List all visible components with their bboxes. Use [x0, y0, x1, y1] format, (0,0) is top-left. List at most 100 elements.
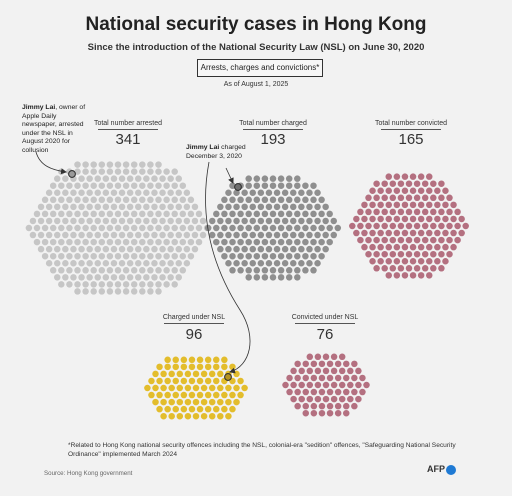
dot-charged_nsl — [192, 398, 200, 406]
dot-arrested — [151, 203, 158, 211]
dot-convicted — [381, 250, 388, 258]
dot-charged — [237, 224, 244, 232]
dot-charged_nsl — [204, 356, 212, 364]
dot-charged_nsl — [229, 363, 236, 371]
dot-arrested — [118, 217, 126, 225]
dot-convicted_nsl — [294, 402, 301, 410]
dot-charged — [294, 175, 301, 182]
dot-charged — [249, 189, 256, 197]
dot-convicted — [434, 201, 441, 209]
dot-convicted — [421, 250, 429, 258]
dot-convicted_nsl — [302, 360, 309, 368]
dot-charged_nsl — [213, 356, 220, 364]
dot-arrested — [139, 182, 146, 189]
dot-arrested — [78, 189, 85, 197]
dot-convicted_nsl — [302, 388, 309, 396]
dot-convicted — [401, 243, 409, 251]
dot-arrested — [82, 238, 89, 246]
dot-charged_nsl — [168, 384, 175, 392]
dot-convicted — [393, 257, 401, 265]
dot-charged — [265, 259, 273, 267]
dot-arrested — [122, 281, 130, 288]
dot-convicted_nsl — [359, 374, 366, 382]
dot-charged — [265, 245, 273, 253]
dot-convicted — [417, 257, 425, 265]
dot-charged_nsl — [156, 405, 163, 413]
dot-charged — [229, 196, 236, 204]
dot-arrested — [130, 267, 138, 274]
dot-convicted — [373, 180, 380, 187]
dot-convicted_nsl — [302, 409, 309, 417]
dot-arrested — [135, 217, 142, 225]
dot-arrested — [175, 245, 182, 253]
dot-convicted — [389, 265, 397, 272]
dot-charged — [233, 231, 240, 239]
dot-arrested — [33, 224, 41, 232]
dot-convicted — [353, 229, 360, 237]
dot-charged_nsl — [156, 363, 163, 371]
dot-arrested — [102, 231, 110, 239]
dot-arrested — [58, 252, 65, 260]
dot-convicted — [405, 222, 413, 230]
dot-charged — [217, 231, 224, 239]
dot-charged — [265, 203, 273, 211]
dot-charged — [221, 252, 228, 260]
dot-arrested — [49, 224, 57, 232]
dot-charged — [241, 245, 248, 253]
dot-arrested — [187, 196, 195, 204]
dot-convicted — [389, 208, 397, 216]
dot-arrested — [114, 267, 122, 274]
dot-arrested — [167, 245, 174, 253]
dot-convicted — [426, 272, 433, 279]
dot-arrested — [179, 182, 187, 189]
dot-charged_nsl — [192, 370, 200, 378]
rule-charged — [243, 129, 303, 130]
dot-convicted_nsl — [310, 388, 318, 396]
dot-arrested — [54, 217, 61, 225]
dot-charged — [245, 274, 252, 281]
dot-convicted — [393, 173, 401, 180]
dot-charged — [265, 189, 273, 197]
dot-arrested — [155, 168, 162, 175]
dot-arrested — [175, 189, 182, 197]
dot-charged — [209, 217, 216, 225]
dot-convicted — [413, 236, 421, 244]
rule-convicted-nsl — [295, 323, 355, 324]
dot-charged_nsl — [152, 398, 159, 406]
dot-charged — [310, 224, 317, 232]
dot-charged — [209, 231, 216, 239]
dot-charged — [318, 224, 325, 232]
dot-charged_nsl — [217, 384, 224, 392]
dot-charged — [330, 217, 337, 225]
dot-convicted — [405, 194, 413, 202]
dot-convicted — [462, 222, 469, 230]
dot-arrested — [94, 203, 101, 211]
dot-arrested — [58, 182, 65, 189]
dot-convicted — [365, 236, 372, 244]
dot-arrested — [82, 182, 89, 189]
dot-arrested — [33, 238, 41, 246]
arrow-arrest — [35, 151, 67, 175]
dot-arrested — [167, 231, 174, 239]
dot-convicted — [413, 222, 421, 230]
dot-charged — [241, 259, 248, 267]
dot-convicted — [397, 180, 405, 187]
dot-arrested — [78, 245, 85, 253]
dot-convicted — [438, 180, 445, 187]
dot-arrested — [122, 161, 130, 168]
dot-arrested — [191, 203, 199, 211]
dot-convicted — [393, 229, 401, 237]
dot-charged_nsl — [168, 370, 175, 378]
dot-charged — [306, 189, 313, 197]
dot-arrested — [29, 231, 37, 239]
dot-charged_nsl — [184, 398, 192, 406]
dot-charged — [290, 189, 297, 197]
dot-convicted — [401, 173, 409, 180]
dot-arrested — [90, 161, 97, 168]
dot-charged_nsl — [208, 412, 216, 420]
dot-convicted — [405, 250, 413, 258]
dot-convicted — [434, 187, 441, 195]
dot-convicted — [430, 180, 437, 187]
dot-arrested — [151, 274, 158, 281]
dot-convicted — [450, 229, 457, 237]
